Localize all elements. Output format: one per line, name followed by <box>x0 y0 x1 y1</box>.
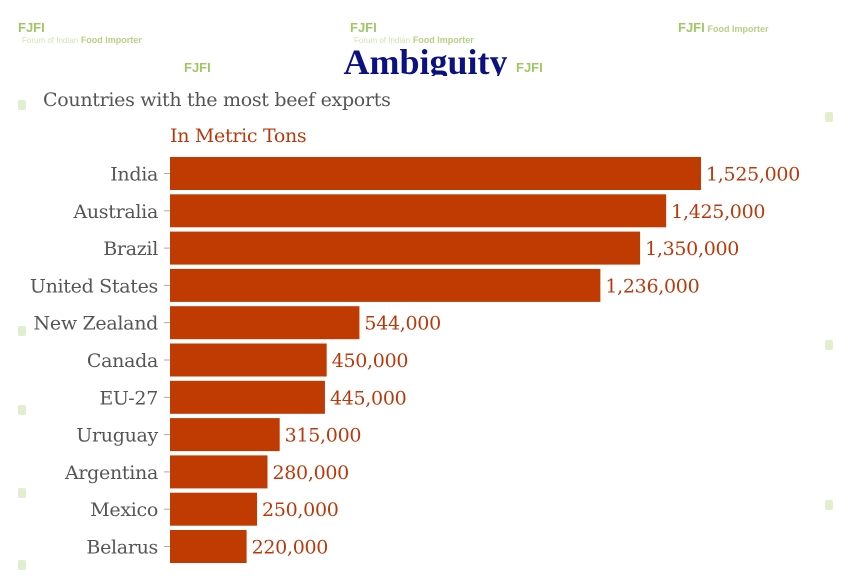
category-label: Brazil <box>103 238 158 260</box>
watermark-logo: FJFI Forum of Indian Food Importer <box>350 20 474 45</box>
watermark-edge-mark <box>18 326 26 336</box>
category-label: EU-27 <box>99 387 158 409</box>
bar <box>170 418 280 452</box>
watermark-edge-mark <box>18 405 26 415</box>
watermark-edge-mark <box>825 500 833 510</box>
value-label: 280,000 <box>272 462 348 484</box>
bar <box>170 455 268 489</box>
bar <box>170 343 327 377</box>
watermark-logo: FJFI <box>516 60 543 75</box>
category-label: Mexico <box>90 499 158 521</box>
watermark-edge-mark <box>18 560 26 570</box>
category-label: United States <box>30 275 158 297</box>
value-label: 1,425,000 <box>671 201 765 223</box>
chart-subtitle: In Metric Tons <box>170 125 307 147</box>
watermark-edge-mark <box>18 488 26 498</box>
category-label: Belarus <box>86 537 158 559</box>
category-label: New Zealand <box>34 313 159 335</box>
watermark-edge-mark <box>825 340 833 350</box>
value-label: 1,525,000 <box>706 164 800 186</box>
watermark-logo: FJFI Food Importer <box>678 20 769 35</box>
page-heading: Ambiguity <box>343 42 508 76</box>
value-label: 445,000 <box>330 387 406 409</box>
watermark-logo: FJFI Forum of Indian Food Importer <box>18 20 142 45</box>
bar <box>170 306 360 340</box>
value-label: 1,350,000 <box>645 238 739 260</box>
bar <box>170 492 258 526</box>
bar <box>170 157 701 190</box>
category-label: India <box>110 164 158 186</box>
value-label: 220,000 <box>252 537 328 559</box>
value-label: 544,000 <box>364 313 440 335</box>
bar <box>170 194 667 228</box>
category-label: Canada <box>87 350 158 372</box>
value-label: 315,000 <box>285 425 361 447</box>
value-label: 1,236,000 <box>605 275 699 297</box>
bar <box>170 530 247 563</box>
value-label: 450,000 <box>332 350 408 372</box>
category-label: Australia <box>72 201 158 223</box>
category-label: Argentina <box>64 462 158 484</box>
watermark-edge-mark <box>825 112 833 122</box>
watermark-logo: FJFI <box>184 60 211 75</box>
watermark-edge-mark <box>18 100 26 110</box>
chart-title: Countries with the most beef exports <box>43 89 391 111</box>
bar <box>170 268 601 302</box>
bar <box>170 231 641 265</box>
value-label: 250,000 <box>262 499 338 521</box>
bar <box>170 380 325 414</box>
category-label: Uruguay <box>76 425 158 447</box>
